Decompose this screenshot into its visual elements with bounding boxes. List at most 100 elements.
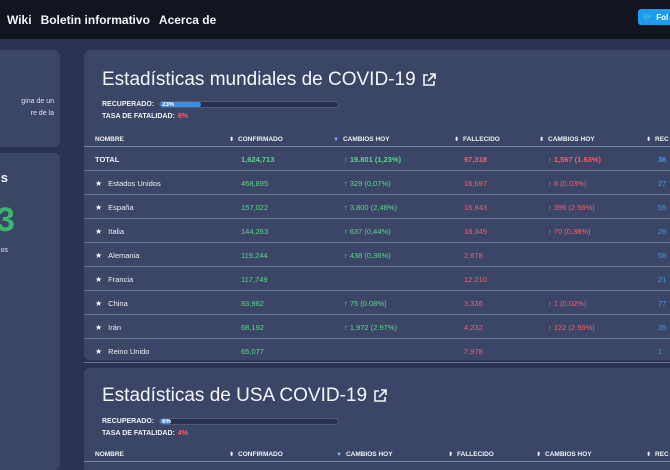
table-row[interactable]: ★ Italia 144,263 ↑ 637 (0,44%) 18,349 ↑ 70 (0…: [84, 219, 670, 243]
cell-deaths-change: ↑ 396 (2.56%): [548, 203, 595, 212]
usa-stats-table: NOMBRE ⬍ CONFIRMADO ▼ CAMBIOS HOY ⬍ FALLECI…: [84, 446, 670, 462]
table-row[interactable]: ★ Estados Unidos 468,895 ↑ 329 (0,07%) 16,69…: [84, 171, 670, 195]
cell-deaths-change: ↑ 1,567 (1.63%): [548, 155, 601, 164]
cell-name[interactable]: ★ Italia: [95, 227, 124, 236]
external-link-icon: [422, 73, 436, 87]
recovered-progress-bar: 6%: [159, 418, 340, 425]
header-confirmed[interactable]: ⬍ CONFIRMADO: [229, 136, 283, 143]
world-recovered-row: RECUPERADO: 23%: [102, 101, 340, 108]
nav-link-newsletter[interactable]: Boletin informativo: [40, 12, 150, 27]
header-deaths-change[interactable]: ⬍ CAMBIOS HOY: [539, 136, 595, 143]
nav-links: Wiki Boletin informativo Acerca de: [0, 13, 225, 27]
usa-title[interactable]: Estadísticas de USA COVID-19: [102, 385, 387, 407]
table-row[interactable]: ★ España 157,022 ↑ 3.800 (2,48%) 15,843 ↑ 396…: [84, 195, 670, 219]
cell-recovered: 35: [658, 323, 667, 332]
header-recovered[interactable]: ⬍ REC: [646, 451, 669, 458]
nav-link-about[interactable]: Acerca de: [158, 12, 217, 27]
favorite-star-icon[interactable]: ★: [95, 179, 103, 188]
header-change[interactable]: ▼ CAMBIOS HOY: [336, 451, 393, 458]
usa-recovered-row: RECUPERADO: 6%: [102, 418, 340, 425]
cell-recovered: 1: [658, 347, 663, 356]
nav-link-wiki[interactable]: Wiki: [7, 12, 32, 27]
favorite-star-icon[interactable]: ★: [95, 227, 103, 236]
header-deaths[interactable]: ⬍ FALLECIDO: [448, 451, 494, 458]
cell-name[interactable]: ★ España: [95, 203, 134, 212]
world-title[interactable]: Estadísticas mundiales de COVID-19: [102, 69, 436, 91]
cell-name[interactable]: ★ Irán: [95, 323, 121, 332]
header-change[interactable]: ▼ CAMBIOS HOY: [333, 136, 390, 143]
cell-deaths: 3,336: [464, 299, 483, 308]
header-confirmed[interactable]: ⬍ CONFIRMADO: [229, 451, 283, 458]
header-change-label: CAMBIOS HOY: [342, 136, 390, 143]
table-total-row[interactable]: TOTAL 1,624,713 ↑ 19.801 (1,23%) 97,318 ↑ 1,…: [84, 147, 670, 171]
cell-change: ↑ 75 (0.08%): [344, 299, 387, 308]
world-fatality-row: TASA DE FATALIDAD: 6%: [102, 113, 188, 120]
cell-recovered: 58: [658, 251, 667, 260]
cell-confirmed: 68,192: [241, 323, 264, 332]
cell-recovered: 36: [658, 155, 667, 164]
cell-deaths: 12,210: [464, 275, 487, 284]
fatality-label: TASA DE FATALIDAD:: [102, 113, 175, 120]
sort-icon: ⬍: [229, 137, 235, 143]
cell-deaths: 15,843: [464, 203, 487, 212]
twitter-follow-button[interactable]: 🐦 Fol: [638, 9, 670, 25]
cell-deaths-change: ↑ 6 (0.03%): [548, 179, 587, 188]
table-row[interactable]: ★ Francia 117,749 12,210 21: [84, 267, 670, 291]
cell-confirmed: 65,077: [241, 347, 264, 356]
cell-confirmed: 144,263: [241, 227, 269, 236]
cell-change: ↑ 1,972 (2.97%): [344, 323, 397, 332]
cell-name[interactable]: TOTAL: [95, 155, 120, 164]
cell-name[interactable]: ★ Estados Unidos: [95, 179, 161, 188]
header-confirmed-label: CONFIRMADO: [238, 136, 283, 143]
cell-recovered: 21: [658, 275, 667, 284]
cell-name[interactable]: ★ Alemania: [95, 251, 139, 260]
recovered-label: RECUPERADO:: [102, 101, 155, 108]
table-row[interactable]: ★ Alemania 119,244 ↑ 438 (0,36%) 2,678 58: [84, 243, 670, 267]
favorite-star-icon[interactable]: ★: [95, 275, 103, 284]
cell-name[interactable]: ★ Francia: [95, 275, 133, 284]
sort-icon: ⬍: [448, 452, 454, 458]
country-name: España: [108, 203, 134, 212]
sort-desc-icon: ▼: [336, 452, 342, 458]
header-change-label: CAMBIOS HOY: [345, 451, 393, 458]
header-deaths-change[interactable]: ⬍ CAMBIOS HOY: [536, 451, 592, 458]
recovered-progress-fill: 23%: [160, 102, 202, 107]
world-stats-table: NOMBRE ⬍ CONFIRMADO ▼ CAMBIOS HOY ⬍ FALLECI…: [84, 131, 670, 363]
cell-change: ↑ 329 (0,07%): [344, 179, 391, 188]
cell-confirmed: 468,895: [241, 179, 269, 188]
table-row[interactable]: ★ Reino Unido 65,077 7,978 1: [84, 339, 670, 363]
header-name[interactable]: NOMBRE: [95, 451, 124, 458]
header-name[interactable]: NOMBRE: [95, 136, 124, 143]
sort-desc-icon: ▼: [333, 137, 339, 143]
cell-deaths: 18,349: [464, 227, 487, 236]
favorite-star-icon[interactable]: ★: [95, 299, 103, 308]
table-row[interactable]: ★ Irán 68,192 ↑ 1,972 (2.97%) 4,232 ↑ 122 (2.…: [84, 315, 670, 339]
favorite-star-icon[interactable]: ★: [95, 347, 103, 356]
country-name: China: [108, 299, 128, 308]
cell-name[interactable]: ★ China: [95, 299, 128, 308]
usa-title-text: Estadísticas de USA COVID-19: [102, 385, 368, 406]
sort-icon: ⬍: [536, 452, 542, 458]
cell-change: ↑ 3.800 (2,48%): [344, 203, 397, 212]
table-header-row: NOMBRE ⬍ CONFIRMADO ▼ CAMBIOS HOY ⬍ FALLECI…: [84, 131, 670, 147]
header-deaths[interactable]: ⬍ FALLECIDO: [454, 136, 500, 143]
country-name: Italia: [108, 227, 125, 236]
header-confirmed-label: CONFIRMADO: [238, 451, 283, 458]
table-header-row: NOMBRE ⬍ CONFIRMADO ▼ CAMBIOS HOY ⬍ FALLECI…: [84, 446, 670, 462]
sidebar-card-heading: s: [0, 170, 8, 185]
country-name: Irán: [108, 323, 122, 332]
cell-confirmed: 119,244: [241, 251, 268, 260]
table-row[interactable]: ★ China 83,962 ↑ 75 (0.08%) 3,336 ↑ 1 (0.02%)…: [84, 291, 670, 315]
cell-confirmed: 83,962: [241, 299, 264, 308]
recovered-label: RECUPERADO:: [102, 418, 155, 425]
header-deaths-change-label: CAMBIOS HOY: [548, 136, 595, 143]
favorite-star-icon[interactable]: ★: [95, 251, 103, 260]
favorite-star-icon[interactable]: ★: [95, 323, 103, 332]
cell-deaths: 4,232: [464, 323, 483, 332]
cell-change: ↑ 637 (0,44%): [344, 227, 391, 236]
cell-name[interactable]: ★ Reino Unido: [95, 347, 149, 356]
header-recovered[interactable]: ⬍ REC: [646, 136, 669, 143]
country-name: Estados Unidos: [108, 179, 161, 188]
favorite-star-icon[interactable]: ★: [95, 203, 103, 212]
recovered-progress-fill: 6%: [160, 419, 171, 425]
